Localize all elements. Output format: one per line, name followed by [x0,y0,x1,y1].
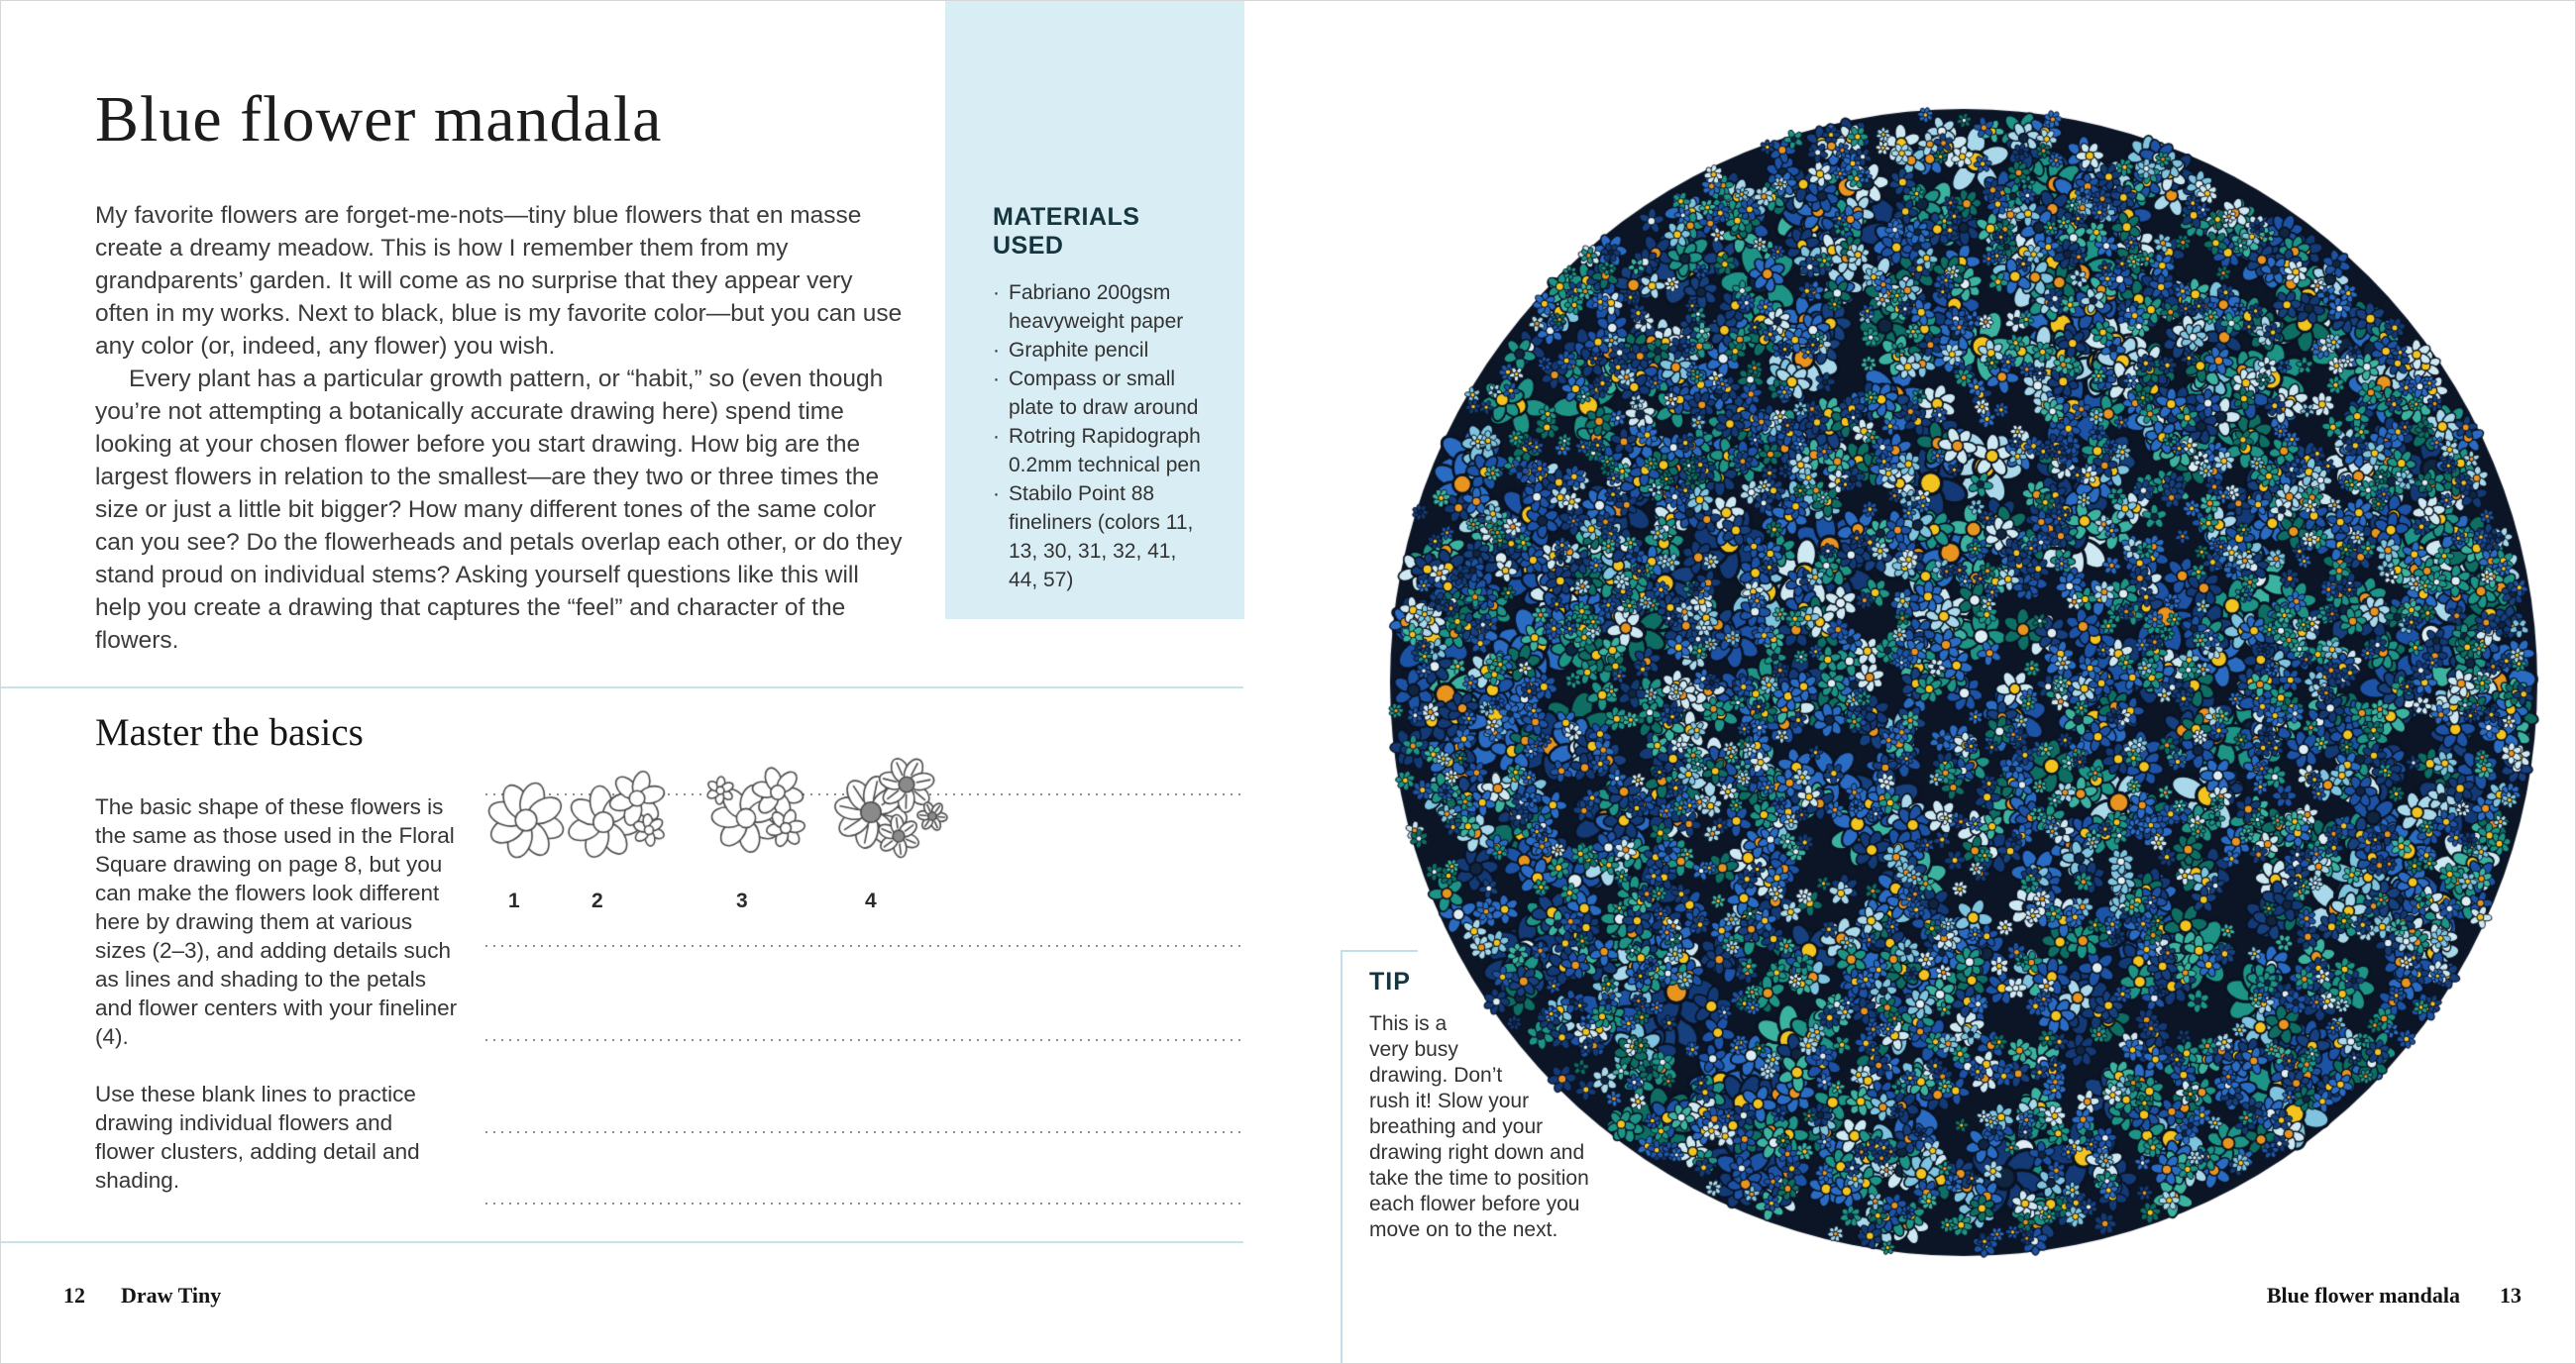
tip-line: rush it! Slow your [1369,1090,1530,1112]
basics-heading: Master the basics [95,711,364,754]
page-title: Blue flower mandala [95,83,663,156]
tip-line: take the time to position [1369,1167,1589,1190]
materials-item: Compass or small plate to draw around [993,365,1211,422]
materials-list: Fabriano 200gsm heavyweight paper Graphi… [993,278,1211,594]
basics-instructions: The basic shape of these flowers is the … [95,792,458,1223]
practice-line [485,1131,1242,1133]
practice-line [485,1203,1242,1205]
intro-text: My favorite flowers are forget-me-nots—t… [95,199,910,657]
materials-item: Graphite pencil [993,336,1211,365]
footer-right: Blue flower mandala 13 [2267,1283,2522,1309]
section-divider-bottom [1,1241,1243,1243]
tip-divider-vertical [1341,950,1342,1363]
tip-divider-horizontal [1341,950,1418,952]
tip-line: very busy [1369,1038,1458,1061]
basics-paragraph-1: The basic shape of these flowers is the … [95,794,458,1049]
step-number-1: 1 [508,890,520,912]
tip-line: each flower before you [1369,1193,1580,1215]
materials-item: Stabilo Point 88 fineliners (colors 11, … [993,479,1211,594]
step-number-2: 2 [591,890,603,912]
book-title: Draw Tiny [121,1283,222,1308]
tip-line: drawing right down and [1369,1141,1585,1164]
materials-heading: MATERIALS USED [993,203,1140,260]
intro-paragraph-2: Every plant has a particular growth patt… [95,366,903,654]
chapter-title: Blue flower mandala [2266,1283,2460,1308]
tip-line: drawing. Don’t [1369,1064,1503,1087]
practice-line [485,1039,1242,1041]
materials-item: Rotring Rapidograph 0.2mm technical pen [993,422,1211,479]
mandala-illustration-canvas [1369,88,2558,1277]
materials-panel: MATERIALS USED Fabriano 200gsm heavyweig… [945,1,1244,619]
section-divider-top [1,686,1243,688]
practice-line [485,945,1242,947]
step-number-3: 3 [736,890,748,912]
intro-paragraph-1: My favorite flowers are forget-me-nots—t… [95,202,903,360]
tip-line: move on to the next. [1369,1218,1558,1241]
tip-line: breathing and your [1369,1115,1544,1138]
page-number-right: 13 [2500,1283,2522,1308]
footer-left: 12 Draw Tiny [63,1283,221,1309]
sketch-canvas [467,729,1021,902]
basics-paragraph-2: Use these blank lines to practice drawin… [95,1082,420,1193]
tip-line: This is a [1369,1012,1448,1035]
tip-heading: TIP [1369,968,1411,996]
tip-text: This is a very busy drawing. Don’t rush … [1369,1011,1589,1243]
materials-item: Fabriano 200gsm heavyweight paper [993,278,1211,336]
page-number-left: 12 [63,1283,85,1308]
step-number-4: 4 [865,890,877,912]
